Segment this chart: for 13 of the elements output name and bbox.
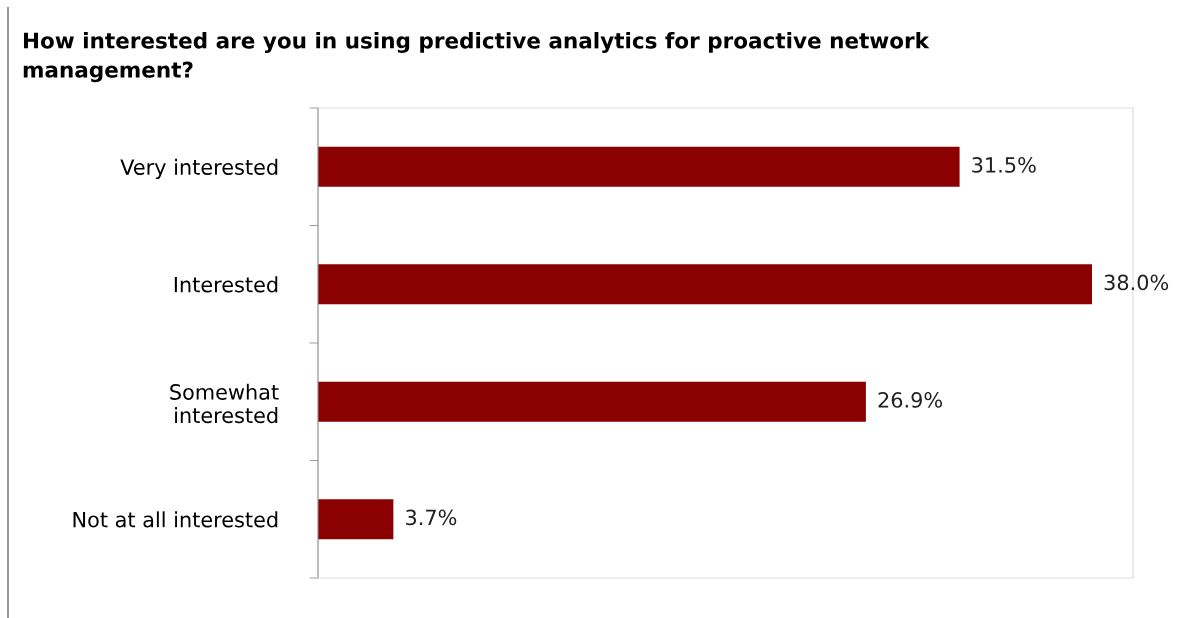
data-label: 3.7% [406,509,457,526]
data-label: 31.5% [972,157,1036,173]
bar [318,146,960,187]
y-tick-label: Very interested [120,158,278,179]
y-tick-label: Somewhat interested [170,383,279,424]
bar [318,264,1092,305]
data-label: 26.9% [878,392,943,408]
data-label: 38.0% [1104,274,1169,291]
bar [318,499,394,540]
chart-title: How interested are you in using predictive analytics for proactive network management? [23,32,930,83]
y-tick-label: Interested [174,276,278,293]
y-tick-label: Not at all interested [73,511,278,528]
bar [318,381,866,422]
